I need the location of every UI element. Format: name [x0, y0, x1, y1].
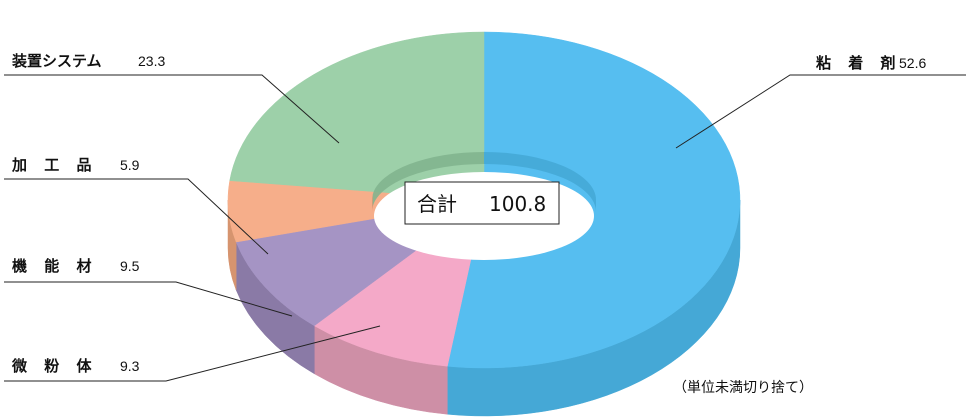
slice-label-3: 機 能 材: [12, 257, 97, 275]
slice-label-1: 粘 着 剤: [816, 54, 901, 72]
total-box: 合計 100.8: [404, 181, 560, 225]
leader-line-2: [4, 325, 381, 382]
leader-lines: [4, 74, 966, 382]
leader-line-5: [4, 74, 340, 144]
slice-value-2: 9.3: [120, 358, 140, 374]
unit-note: （単位未満切り捨て）: [673, 379, 813, 396]
hole-wall-1: [484, 152, 596, 212]
slice-value-3: 9.5: [120, 258, 140, 274]
slice-label-2: 微 粉 体: [11, 357, 97, 375]
slice-labels: 粘 着 剤52.6 微 粉 体 9.3 機 能 材 9.5 加 工 品 5.9 装置システム 2…: [11, 52, 926, 375]
slice-value-5: 23.3: [138, 53, 165, 69]
total-value: 100.8: [489, 192, 546, 216]
slice-label-5: 装置システム: [11, 52, 102, 70]
slice-value-1: 52.6: [899, 55, 926, 71]
slice-label-4: 加 工 品: [11, 156, 97, 174]
leader-line-1: [675, 74, 966, 149]
slice-value-4: 5.9: [120, 157, 140, 173]
leader-line-4: [4, 178, 269, 255]
total-label: 合計: [417, 192, 457, 216]
leader-line-3: [4, 281, 293, 317]
slice-5: [229, 31, 485, 201]
hole-wall-5: [372, 152, 484, 207]
hole-wall-4: [372, 194, 373, 212]
